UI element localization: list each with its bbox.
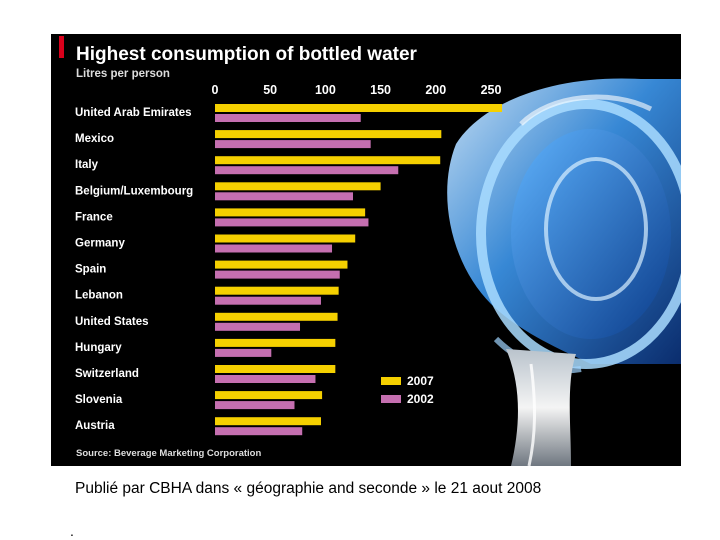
chart-subtitle: Litres per person — [76, 68, 170, 80]
chart-panel: Highest consumption of bottled water Lit… — [51, 34, 681, 466]
bar-2002 — [215, 166, 399, 175]
bar-2002 — [215, 375, 316, 383]
bar-2002 — [215, 114, 361, 122]
bar-2007 — [215, 338, 336, 347]
x-tick-label: 100 — [315, 83, 336, 97]
legend-swatch-2002 — [381, 395, 401, 403]
bar-2002 — [215, 192, 353, 201]
category-label: Lebanon — [75, 290, 123, 302]
bar-2002 — [215, 244, 333, 253]
bar-2007 — [215, 234, 356, 243]
category-label: Belgium/Luxembourg — [75, 185, 193, 197]
bar-2007 — [215, 286, 339, 295]
category-label: Switzerland — [75, 368, 139, 380]
bar-2002 — [215, 427, 303, 436]
bar-2007 — [215, 130, 442, 139]
category-label: Slovenia — [75, 394, 123, 406]
category-label: Hungary — [75, 342, 122, 354]
chart-source: Source: Beverage Marketing Corporation — [76, 448, 261, 459]
footnote-mark: . — [70, 523, 74, 539]
bar-2007 — [215, 365, 336, 373]
bar-2002 — [215, 218, 369, 227]
water-bottle-image — [447, 78, 681, 466]
category-label: Austria — [75, 420, 115, 432]
x-axis-ticks: 0 50 100 150 200 250 — [212, 83, 502, 97]
bar-2007 — [215, 182, 381, 191]
bar-2007 — [215, 391, 323, 400]
bar-2002 — [215, 322, 301, 331]
category-label: United Arab Emirates — [75, 107, 192, 119]
bar-2002 — [215, 348, 272, 357]
bars — [215, 104, 503, 436]
bar-2002 — [215, 140, 371, 149]
x-tick-label: 50 — [263, 83, 277, 97]
bar-2007 — [215, 417, 321, 426]
bar-2002 — [215, 270, 340, 279]
category-label: Mexico — [75, 133, 114, 145]
legend-label-2007: 2007 — [407, 374, 434, 388]
x-tick-label: 250 — [481, 83, 502, 97]
category-labels: United Arab Emirates Mexico Italy Belgium/L… — [75, 107, 193, 432]
title-accent-bar — [59, 36, 64, 58]
category-label: United States — [75, 316, 149, 328]
bar-2002 — [215, 296, 321, 305]
bar-2007 — [215, 260, 348, 269]
bar-2002 — [215, 401, 295, 410]
legend-label-2002: 2002 — [407, 392, 434, 406]
legend-swatch-2007 — [381, 377, 401, 385]
legend: 2007 2002 — [381, 374, 434, 406]
bottled-water-chart: Highest consumption of bottled water Lit… — [59, 36, 681, 466]
category-label: Italy — [75, 159, 99, 171]
bar-2007 — [215, 312, 338, 321]
x-tick-label: 0 — [212, 83, 219, 97]
caption: Publié par CBHA dans « géographie and se… — [75, 480, 542, 497]
x-tick-label: 200 — [425, 83, 446, 97]
chart-title: Highest consumption of bottled water — [76, 44, 418, 65]
bar-2007 — [215, 104, 503, 112]
category-label: Germany — [75, 238, 125, 250]
bar-2007 — [215, 208, 366, 217]
bar-2007 — [215, 156, 441, 165]
category-label: France — [75, 211, 113, 223]
category-label: Spain — [75, 264, 106, 276]
x-tick-label: 150 — [370, 83, 391, 97]
